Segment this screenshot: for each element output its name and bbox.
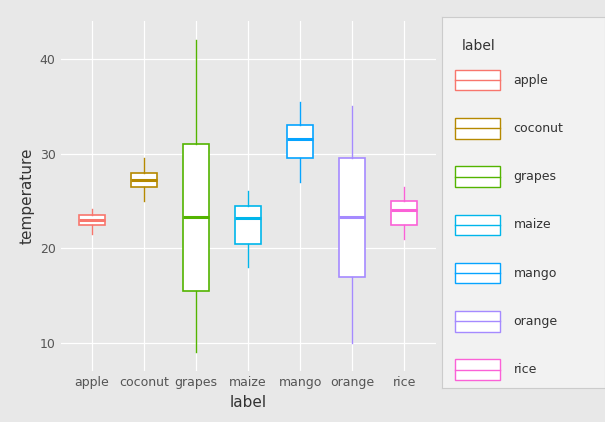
Bar: [455, 215, 500, 235]
Bar: [455, 360, 500, 380]
Bar: [79, 215, 105, 225]
Bar: [235, 206, 261, 243]
Bar: [455, 118, 500, 138]
Bar: [339, 158, 365, 277]
Y-axis label: temperature: temperature: [19, 148, 34, 244]
Text: mango: mango: [514, 267, 557, 280]
X-axis label: label: label: [229, 395, 267, 410]
Bar: [183, 144, 209, 291]
Bar: [287, 125, 313, 158]
Bar: [455, 311, 500, 332]
Text: rice: rice: [514, 363, 537, 376]
Bar: [455, 166, 500, 187]
Bar: [455, 70, 500, 90]
Bar: [131, 173, 157, 187]
Text: coconut: coconut: [514, 122, 563, 135]
Bar: [391, 201, 417, 225]
Text: grapes: grapes: [514, 170, 557, 183]
Text: orange: orange: [514, 315, 558, 328]
Bar: [455, 263, 500, 283]
Text: label: label: [461, 39, 495, 53]
Text: apple: apple: [514, 73, 548, 87]
Text: maize: maize: [514, 218, 551, 231]
